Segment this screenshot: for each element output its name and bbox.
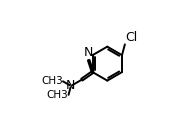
Text: CH3: CH3: [41, 76, 63, 86]
Text: CH3: CH3: [47, 90, 69, 100]
Text: Cl: Cl: [125, 31, 138, 44]
Text: N: N: [84, 46, 93, 59]
Text: N: N: [66, 79, 76, 92]
